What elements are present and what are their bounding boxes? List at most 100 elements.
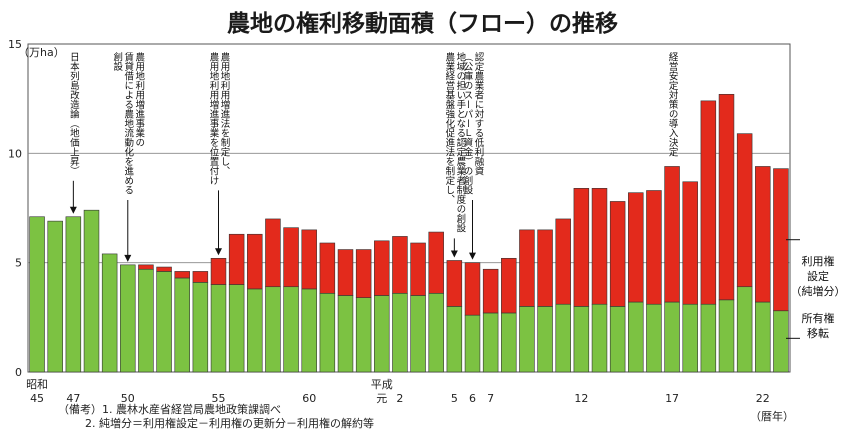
bar-ownership-transfer — [591, 303, 608, 373]
x-tick-label: 元 — [376, 392, 387, 405]
bar-use-right-net — [265, 218, 281, 288]
annotation-arrowhead — [469, 252, 476, 260]
x-tick-label: 17 — [665, 392, 679, 405]
bar-use-right-net — [337, 249, 354, 296]
plot-frame — [27, 43, 791, 373]
bar-ownership-transfer — [482, 312, 499, 373]
annotation-text: 賃貸借による農地流動化を進める — [122, 51, 134, 194]
bar-use-right-net — [501, 257, 517, 314]
x-tick-label: 7 — [487, 392, 494, 405]
annotation-text: 日本列島改造論（地価上昇） — [68, 52, 80, 176]
bar-ownership-transfer — [65, 216, 82, 373]
annotation-text: 農用地利用増進事業を位置付け — [208, 51, 220, 185]
bar-use-right-net — [464, 262, 481, 316]
x-tick-label: 47 — [66, 392, 80, 405]
x-tick-label: 45 — [30, 392, 44, 405]
x-tick-label: 22 — [756, 392, 770, 405]
chart-notes: （備考）1. 農林水産省経営局農地政策課調べ 2. 純増分＝利用権設定－利用権の… — [58, 403, 374, 431]
bar-use-right-net — [482, 268, 499, 314]
x-tick-label: 12 — [574, 392, 588, 405]
bar-use-right-net — [428, 231, 444, 294]
bar-ownership-transfer — [283, 286, 299, 373]
bar-ownership-transfer — [301, 288, 317, 373]
x-tick-label: 6 — [469, 392, 476, 405]
bar-ownership-transfer — [537, 306, 553, 373]
x-tick-label: 2 — [396, 392, 403, 405]
bar-ownership-transfer — [501, 312, 517, 373]
bar-use-right-net — [573, 188, 590, 307]
bar-ownership-transfer — [718, 299, 735, 373]
bar-use-right-net — [210, 257, 227, 285]
bar-use-right-net — [664, 166, 680, 303]
bar-ownership-transfer — [446, 306, 463, 373]
bar-ownership-transfer — [83, 209, 100, 373]
y-tick-label: 15 — [8, 38, 22, 51]
bar-use-right-net — [410, 242, 426, 296]
bar-use-right-net — [519, 229, 535, 307]
bar-ownership-transfer — [410, 295, 426, 373]
bar-use-right-net — [736, 133, 753, 288]
bar-use-right-net — [628, 192, 644, 303]
bar-use-right-net — [192, 271, 209, 283]
bar-ownership-transfer — [247, 288, 263, 373]
bar-ownership-transfer — [519, 306, 535, 373]
y-tick-label: 5 — [15, 257, 22, 270]
bar-ownership-transfer — [319, 292, 336, 373]
side-label-text: 所有権 — [802, 311, 835, 325]
bar-ownership-transfer — [47, 220, 63, 373]
bar-use-right-net — [700, 100, 717, 305]
bar-use-right-net — [591, 188, 608, 305]
bar-ownership-transfer — [101, 253, 118, 373]
bar-ownership-transfer — [192, 282, 209, 373]
y-tick-label: 10 — [8, 147, 22, 160]
bar-ownership-transfer — [628, 301, 644, 373]
bar-ownership-transfer — [120, 264, 136, 373]
bar-ownership-transfer — [464, 314, 481, 373]
bar-ownership-transfer — [555, 303, 571, 373]
bar-ownership-transfer — [646, 303, 662, 373]
bar-ownership-transfer — [755, 301, 771, 373]
bar-use-right-net — [355, 249, 372, 298]
bar-use-right-net — [228, 233, 245, 285]
annotation-arrowhead — [69, 206, 77, 214]
bar-use-right-net — [446, 260, 463, 307]
bar-ownership-transfer — [374, 295, 390, 373]
x-tick-label: 50 — [121, 392, 135, 405]
bar-use-right-net — [138, 264, 154, 270]
bar-ownership-transfer — [156, 271, 172, 373]
x-tick-label: 5 — [451, 392, 458, 405]
bar-ownership-transfer — [664, 301, 680, 373]
bar-use-right-net — [555, 218, 571, 305]
bar-ownership-transfer — [392, 292, 408, 373]
bar-ownership-transfer — [736, 286, 753, 373]
annotation-arrowhead — [450, 250, 458, 258]
bar-use-right-net — [718, 93, 735, 301]
bar-ownership-transfer — [609, 306, 626, 373]
bar-use-right-net — [609, 201, 626, 307]
side-label-text: 移転 — [807, 327, 829, 340]
side-label-text: 設定 — [807, 269, 829, 283]
bar-ownership-transfer — [228, 284, 245, 373]
y-axis-label: （万ha） — [18, 46, 65, 59]
side-label-text: （純増分） — [791, 285, 845, 298]
bar-ownership-transfer — [174, 277, 190, 373]
annotation-text: 経営安定対策の導入決定 — [667, 51, 679, 157]
annotation-text: 農業経営基盤強化促進法を制定し、 — [443, 51, 455, 204]
annotation-text: 農用地利用増進法を制定し、 — [219, 51, 231, 175]
bar-ownership-transfer — [355, 297, 372, 373]
bar-ownership-transfer — [29, 216, 45, 373]
annotation-text: 創設 — [111, 51, 123, 72]
bar-use-right-net — [156, 266, 172, 272]
bar-use-right-net — [646, 190, 662, 305]
bar-ownership-transfer — [700, 303, 717, 373]
annotation-text: 地域の担い手となる認定農業者制度の創設 — [454, 51, 466, 233]
note-line-2: 2. 純増分＝利用権設定－利用権の更新分－利用権の解約等 — [85, 417, 374, 430]
annotation-arrowhead — [215, 248, 222, 256]
bar-use-right-net — [392, 236, 408, 294]
annotation-text: 認定農業者に対する低利融資 — [473, 51, 485, 176]
annotation-arrowhead — [124, 254, 132, 262]
bar-ownership-transfer — [428, 292, 444, 373]
bar-ownership-transfer — [210, 284, 227, 373]
bar-use-right-net — [537, 229, 553, 307]
x-tick-label: 60 — [302, 392, 316, 405]
